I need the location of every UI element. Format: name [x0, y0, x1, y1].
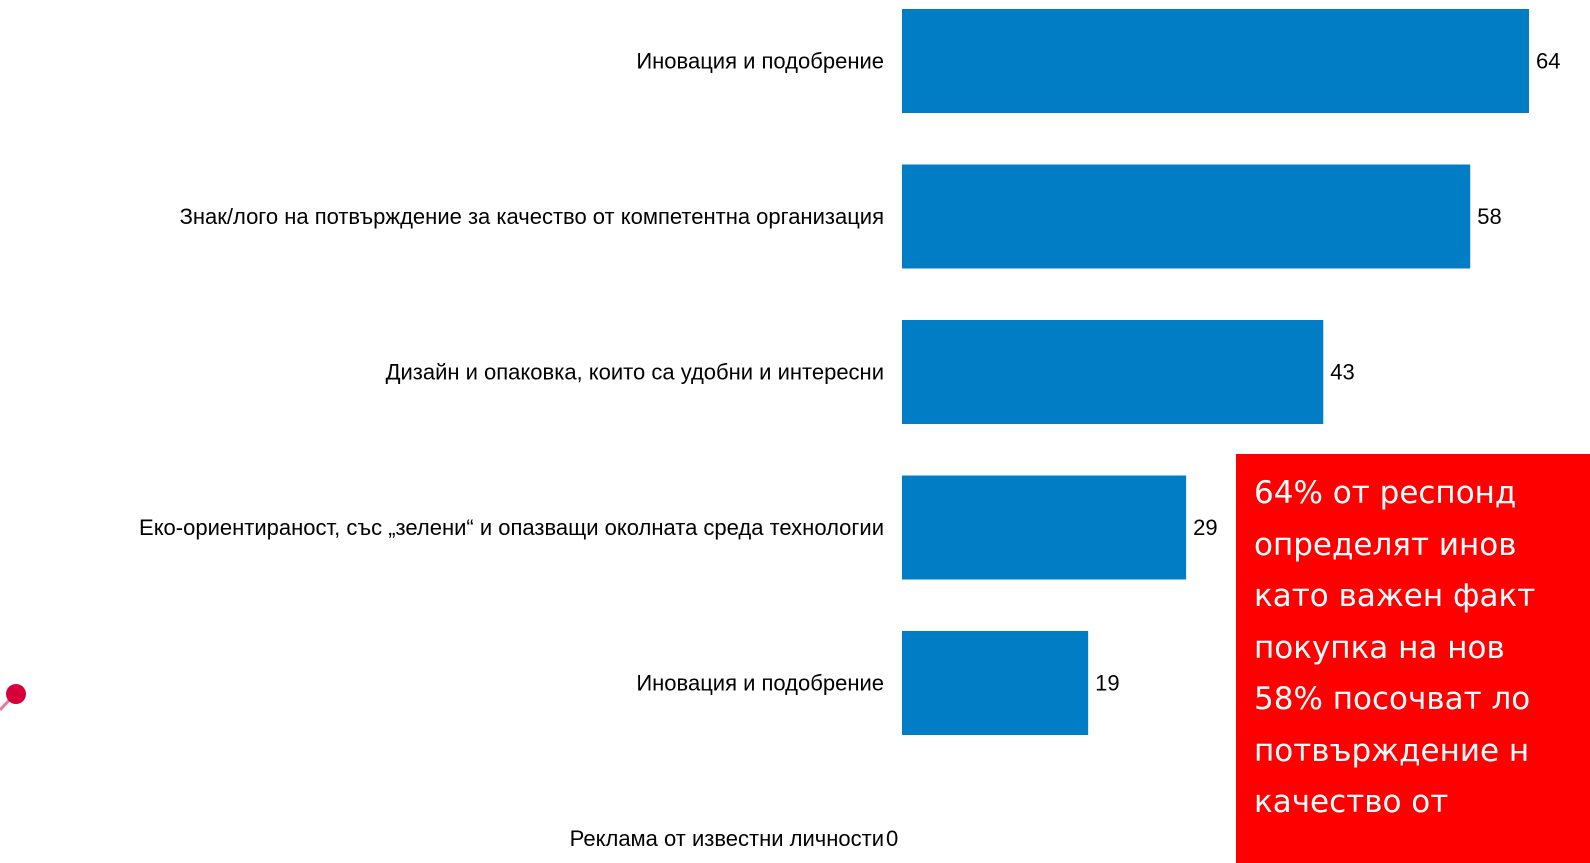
bar [902, 164, 1471, 269]
category-label: Иновация и подобрение [636, 671, 884, 696]
bar [902, 320, 1324, 424]
category-label: Иновация и подобрение [636, 49, 884, 74]
callout-box: 64% от респонд определят инов като важен… [1236, 454, 1590, 863]
pin-head [6, 684, 26, 704]
callout-text: 64% от респонд определят инов като важен… [1254, 475, 1536, 820]
value-label: 29 [1193, 515, 1217, 540]
value-label: 19 [1095, 671, 1119, 696]
category-label: Знак/лого на потвърждение за качество от… [180, 204, 884, 229]
bar [902, 631, 1089, 735]
pin-icon [0, 684, 26, 712]
category-label: Еко-ориентираност, със „зелени“ и опазва… [139, 515, 884, 540]
bar [902, 9, 1529, 113]
value-label: 58 [1477, 204, 1501, 229]
value-label: 43 [1330, 360, 1354, 385]
value-label: 0 [886, 826, 898, 851]
bar [902, 475, 1187, 580]
category-label: Дизайн и опаковка, които са удобни и инт… [386, 360, 884, 385]
category-label: Реклама от известни личности [570, 826, 884, 851]
value-label: 64 [1536, 49, 1560, 74]
